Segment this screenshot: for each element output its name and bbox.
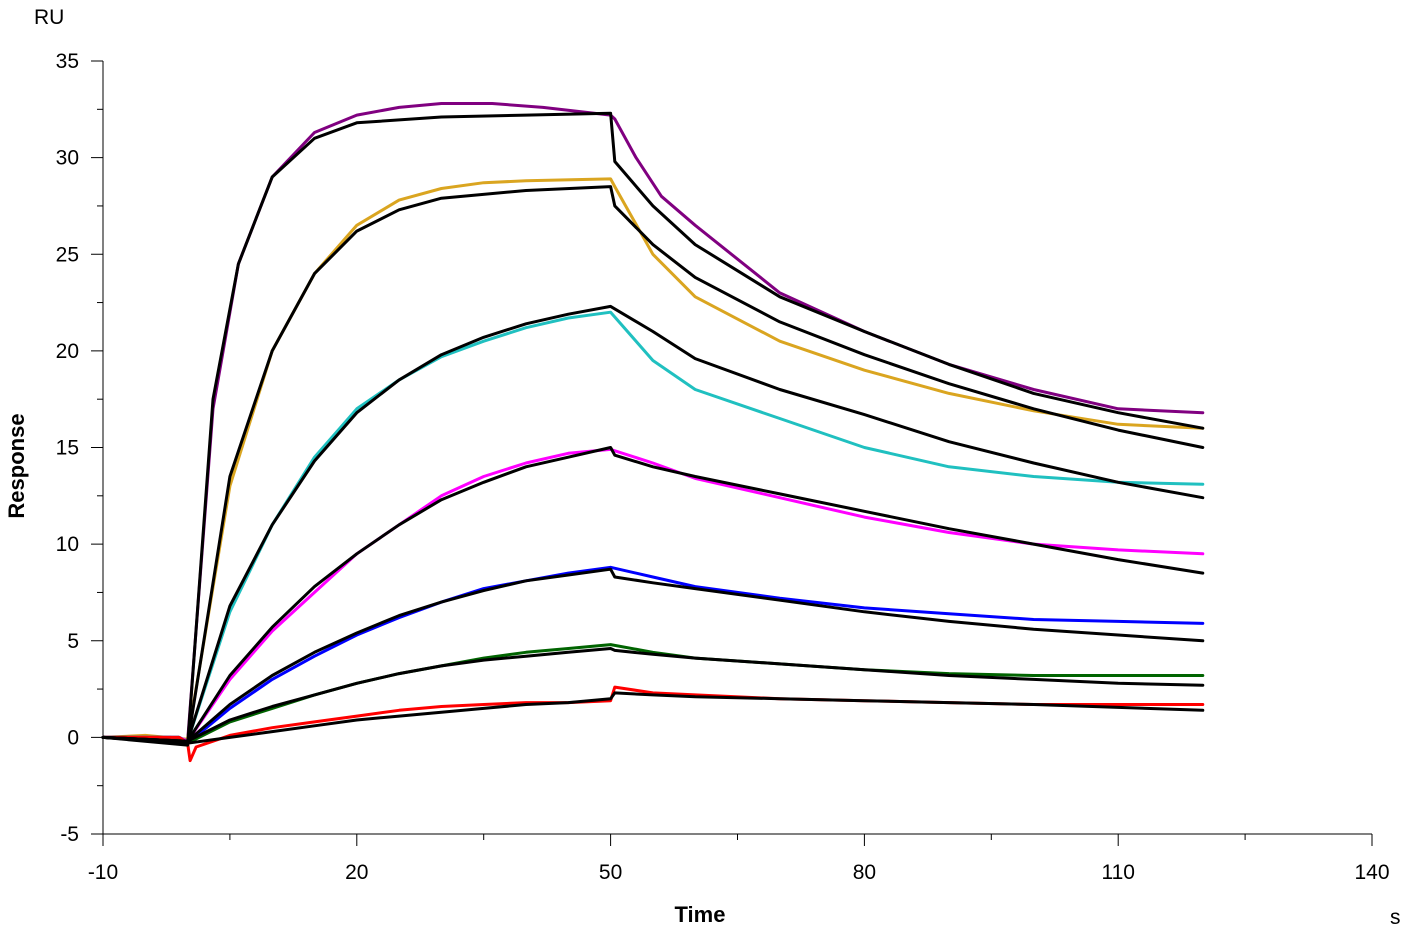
y-unit-label: RU [34, 6, 64, 29]
x-tick-label: -10 [88, 861, 118, 884]
y-tick-label: -5 [60, 823, 79, 846]
labels: RU s Time Response [4, 6, 1401, 929]
y-tick-label: 10 [56, 533, 79, 556]
y-tick-label: 0 [67, 726, 79, 749]
x-tick-label: 140 [1354, 861, 1389, 884]
series-line-9 [101, 185, 1205, 745]
x-axis-title: Time [675, 902, 726, 927]
y-tick-label: 5 [67, 630, 79, 653]
y-tick-label: 35 [56, 50, 79, 73]
y-tick-label: 15 [56, 437, 79, 460]
series-line-14 [101, 691, 1205, 745]
series-line-10 [101, 304, 1205, 743]
series-line-4 [101, 447, 1205, 743]
y-axis-title: Response [4, 413, 29, 518]
series-layer [101, 102, 1205, 763]
x-tick-label: 110 [1101, 861, 1134, 884]
series-line-1 [101, 102, 1205, 743]
series-line-8 [101, 111, 1205, 747]
y-tick-label: 20 [56, 340, 79, 363]
series-line-12 [101, 567, 1205, 743]
x-tick-label: 20 [345, 861, 368, 884]
x-unit-label: s [1390, 906, 1401, 929]
x-tick-label: 50 [599, 861, 622, 884]
series-line-13 [101, 647, 1205, 743]
y-tick-label: 25 [56, 243, 79, 266]
series-line-11 [101, 446, 1205, 743]
series-line-7 [101, 685, 1205, 763]
axes: -5 0 5 10 15 20 25 30 35 -10 20 50 80 110 140 [56, 50, 1390, 884]
series-line-2 [101, 177, 1205, 741]
y-tick-label: 30 [56, 147, 79, 170]
series-line-3 [101, 310, 1205, 743]
x-tick-label: 80 [853, 861, 876, 884]
